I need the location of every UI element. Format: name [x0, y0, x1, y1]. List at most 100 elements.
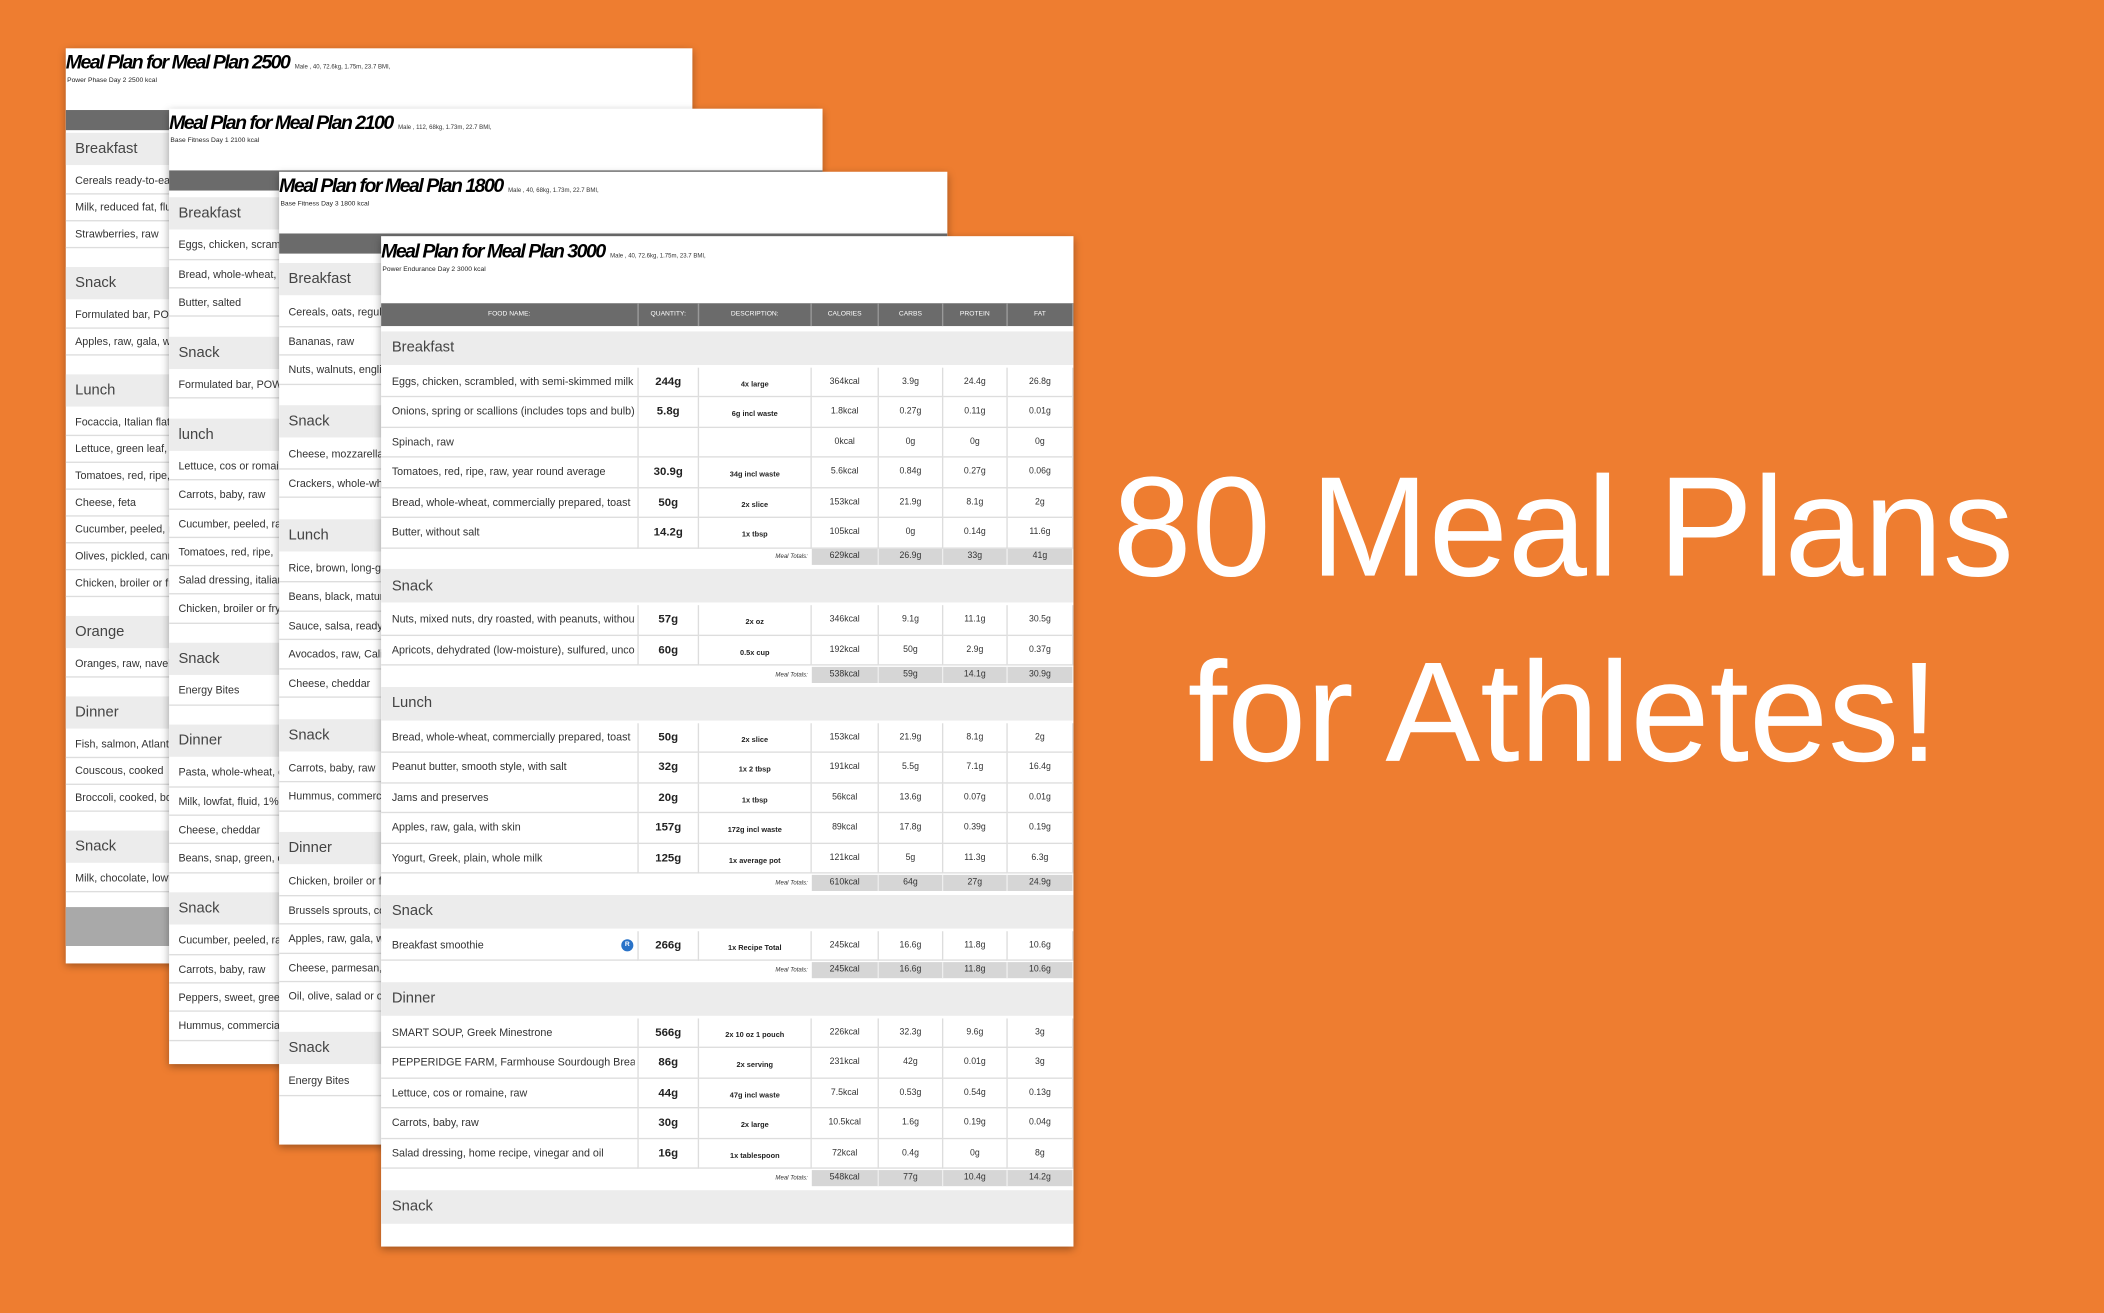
cell-value: 21.9g: [899, 732, 922, 742]
food-name: Energy Bites: [178, 684, 240, 698]
cell-value: 1x tablespoon: [729, 1152, 780, 1161]
sheet-subtitle: Power Endurance Day 2 3000 kcal: [382, 265, 486, 274]
cell-value: 2x slice: [741, 501, 769, 510]
table-cell: 0.84g: [878, 457, 944, 489]
food-name: Apples, raw, gala, w: [288, 932, 384, 945]
cell-value: 0.11g: [964, 406, 986, 417]
table-cell: Peanut butter, smooth style, with salt: [381, 753, 639, 784]
section-name: Snack: [178, 650, 220, 668]
table-cell: Apples, raw, gala, with skin: [381, 813, 639, 844]
table-cell: Carrots, baby, raw: [381, 1108, 639, 1139]
table-cell: 32.3g: [878, 1018, 944, 1049]
food-name: Rice, brown, long-gr: [288, 561, 385, 574]
table-cell: 9.6g: [943, 1018, 1008, 1049]
cell-value: 0.06g: [1029, 467, 1051, 477]
table-cell: 2x slice: [699, 488, 812, 519]
table-cell: 0.06g: [1007, 457, 1074, 489]
sheet-subtitle: Power Phase Day 2 2500 kcal: [67, 76, 157, 85]
table-cell: 11.3g: [943, 843, 1008, 874]
column-header: QUANTITY:: [638, 303, 700, 327]
table-cell: 56kcal: [811, 783, 879, 814]
table-cell: Apricots, dehydrated (low-moisture), sul…: [381, 635, 639, 666]
table-cell: 21.9g: [878, 722, 944, 754]
table-cell: 3g: [1007, 1048, 1074, 1079]
food-name: Butter, without salt: [391, 526, 480, 539]
headline: for Athletes!: [1187, 633, 1939, 792]
cell-value: 2x serving: [736, 1061, 774, 1070]
cell-value: 2x oz: [745, 618, 765, 627]
cell-value: 0.19g: [1029, 822, 1051, 833]
table-cell: 13.6g: [878, 783, 944, 814]
totals-value: 16.6g: [878, 961, 944, 978]
cell-value: 26.8g: [1029, 376, 1051, 387]
table-cell: 566g: [638, 1018, 700, 1049]
table-cell: 86g: [638, 1048, 700, 1079]
table-cell: 47g incl waste: [699, 1078, 812, 1109]
section-name: Snack: [75, 275, 117, 292]
cell-value: 1x 2 tbsp: [738, 766, 771, 775]
cell-value: 11.1g: [964, 614, 986, 625]
table-cell: Spinach, raw: [381, 427, 639, 458]
table-cell: 0.01g: [943, 1048, 1008, 1079]
sheet-subtitle: Base Fitness Day 1 2100 kcal: [170, 136, 260, 145]
table-cell: 125g: [638, 843, 700, 874]
section-name: Snack: [178, 900, 220, 917]
table-cell: 0.04g: [1007, 1108, 1074, 1139]
food-name: Beans, black, matur: [288, 590, 384, 603]
food-name: Carrots, baby, raw: [391, 1116, 479, 1129]
cell-value: 0.84g: [899, 467, 922, 477]
cell-value: 2g: [1035, 497, 1045, 507]
cell-value: 11.6g: [1029, 527, 1051, 538]
food-name: Nuts, mixed nuts, dry roasted, with pean…: [391, 613, 635, 626]
sheet-title-line: Meal Plan for Meal Plan 1800 Male , 40, 6…: [279, 173, 599, 200]
food-name: Broccoli, cooked, boil: [75, 791, 177, 804]
totals-label: Meal Totals:: [775, 965, 808, 973]
section-name: Lunch: [391, 695, 433, 712]
table-cell: 346kcal: [811, 605, 879, 636]
section-name: Snack: [391, 1198, 433, 1215]
sheet-title-line: Meal Plan for Meal Plan 3000 Male , 40, 7…: [381, 239, 706, 266]
cell-value: 0.13g: [1029, 1087, 1051, 1098]
table-cell: 0.27g: [878, 397, 944, 428]
cell-value: 11.3g: [964, 853, 986, 863]
totals-value: 24.9g: [1007, 874, 1074, 891]
cell-value: 172g incl waste: [727, 826, 782, 835]
food-name: Bread, whole-wheat, commercially prepare…: [391, 730, 631, 744]
cell-value: 1.6g: [901, 1118, 919, 1128]
table-cell: 0g: [943, 1138, 1008, 1170]
cell-value: 157g: [655, 820, 682, 834]
table-cell: 24.4g: [943, 367, 1008, 398]
table-cell: 1x average pot: [699, 843, 812, 874]
table-cell: 364kcal: [811, 367, 879, 398]
table-cell: [638, 427, 700, 458]
food-name: Chicken, broiler or frye: [178, 603, 287, 616]
totals-value: 27g: [943, 874, 1008, 891]
section-name: Snack: [391, 903, 433, 920]
column-header: DESCRIPTION:: [699, 303, 812, 327]
food-name: Eggs, chicken, scramb: [178, 239, 287, 252]
table-cell: 0.54g: [943, 1078, 1008, 1109]
section-name: Snack: [178, 344, 220, 361]
totals-value: 538kcal: [811, 666, 879, 683]
table-cell: 10.5kcal: [811, 1108, 879, 1139]
cell-value: 5.6kcal: [830, 467, 859, 477]
table-cell: PEPPERIDGE FARM, Farmhouse Sourdough Bre…: [381, 1048, 639, 1079]
table-cell: 3g: [1007, 1018, 1074, 1049]
cell-value: 1x average pot: [728, 857, 781, 866]
food-name: Energy Bites: [288, 1075, 350, 1088]
food-name: Formulated bar, POWE: [75, 308, 187, 321]
table-cell: 26.8g: [1007, 367, 1074, 398]
totals-value: 245kcal: [811, 961, 879, 978]
food-name: Carrots, baby, raw: [288, 761, 376, 774]
food-name: PEPPERIDGE FARM, Farmhouse Sourdough Bre…: [391, 1056, 635, 1069]
cell-value: 30.5g: [1029, 614, 1051, 625]
cell-value: 0.27g: [899, 406, 922, 417]
cell-value: 0.07g: [963, 792, 986, 803]
section-name: Breakfast: [178, 205, 241, 222]
table-cell: 7.5kcal: [811, 1078, 879, 1109]
food-name: Peppers, sweet, green,: [178, 991, 289, 1004]
food-name: Lettuce, cos or romaine, raw: [391, 1086, 528, 1099]
food-name: Formulated bar, POWE: [178, 378, 290, 391]
food-name: Strawberries, raw: [75, 228, 159, 241]
